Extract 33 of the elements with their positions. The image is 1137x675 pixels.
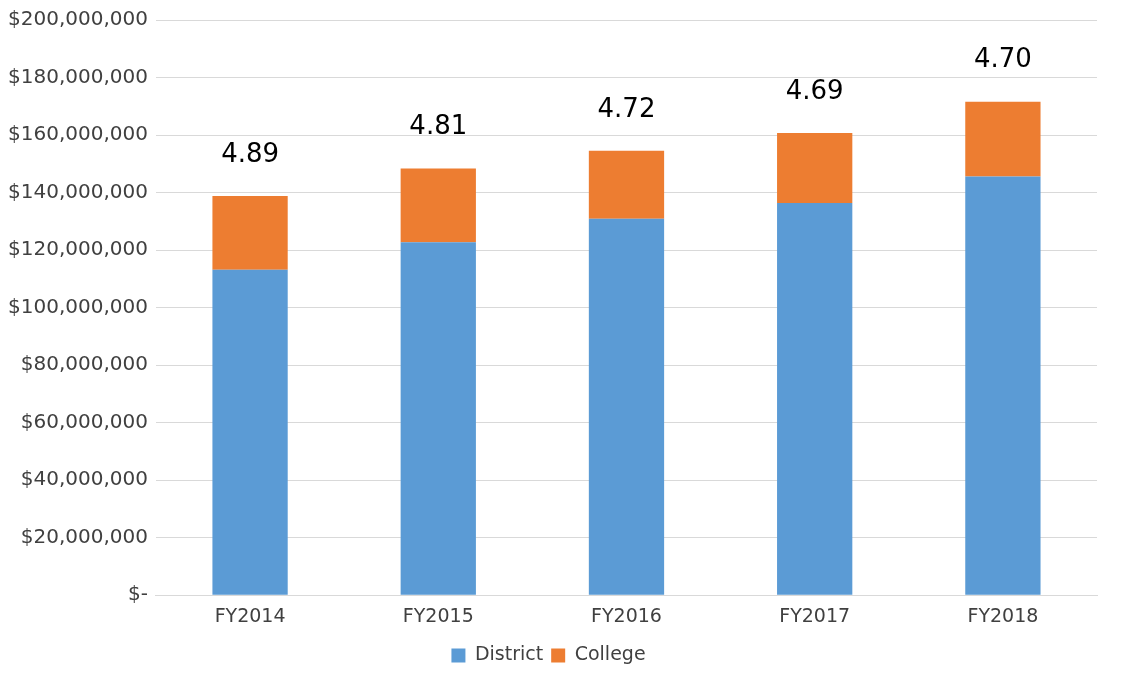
y-tick-label: $100,000,000: [7, 293, 148, 318]
y-tick-label: $120,000,000: [7, 236, 148, 261]
legend-label: College: [574, 642, 646, 665]
bar: [400, 168, 476, 243]
bar: [965, 176, 1041, 595]
bar: [588, 218, 665, 595]
annotation: 4.69: [785, 74, 844, 105]
y-tick-label: $60,000,000: [20, 408, 148, 433]
bar: [777, 133, 853, 203]
y-tick-label: $200,000,000: [7, 6, 148, 31]
x-tick-label: FY2014: [214, 603, 286, 626]
x-tick-label: FY2018: [967, 603, 1039, 626]
y-tick-label: $160,000,000: [7, 121, 148, 146]
x-tick-label: FY2017: [779, 603, 851, 626]
x-tick-label: FY2016: [591, 603, 662, 626]
annotation: 4.72: [597, 92, 656, 123]
bar: [965, 101, 1041, 177]
legend-label: District: [474, 642, 544, 665]
bar: [400, 242, 476, 595]
y-tick-label: $-: [128, 581, 148, 606]
y-tick-label: $180,000,000: [7, 63, 148, 88]
bar: [212, 269, 288, 595]
y-tick-label: $20,000,000: [20, 523, 148, 548]
annotation: 4.70: [973, 43, 1032, 74]
y-tick-label: $80,000,000: [20, 351, 148, 376]
x-tick-label: FY2015: [402, 603, 474, 626]
y-tick-label: $140,000,000: [7, 178, 148, 203]
y-tick-label: $40,000,000: [20, 466, 148, 491]
annotation: 4.89: [221, 137, 280, 168]
bar: [777, 202, 853, 595]
bar: [212, 196, 288, 270]
bar: [588, 150, 665, 219]
annotation: 4.81: [409, 110, 468, 141]
